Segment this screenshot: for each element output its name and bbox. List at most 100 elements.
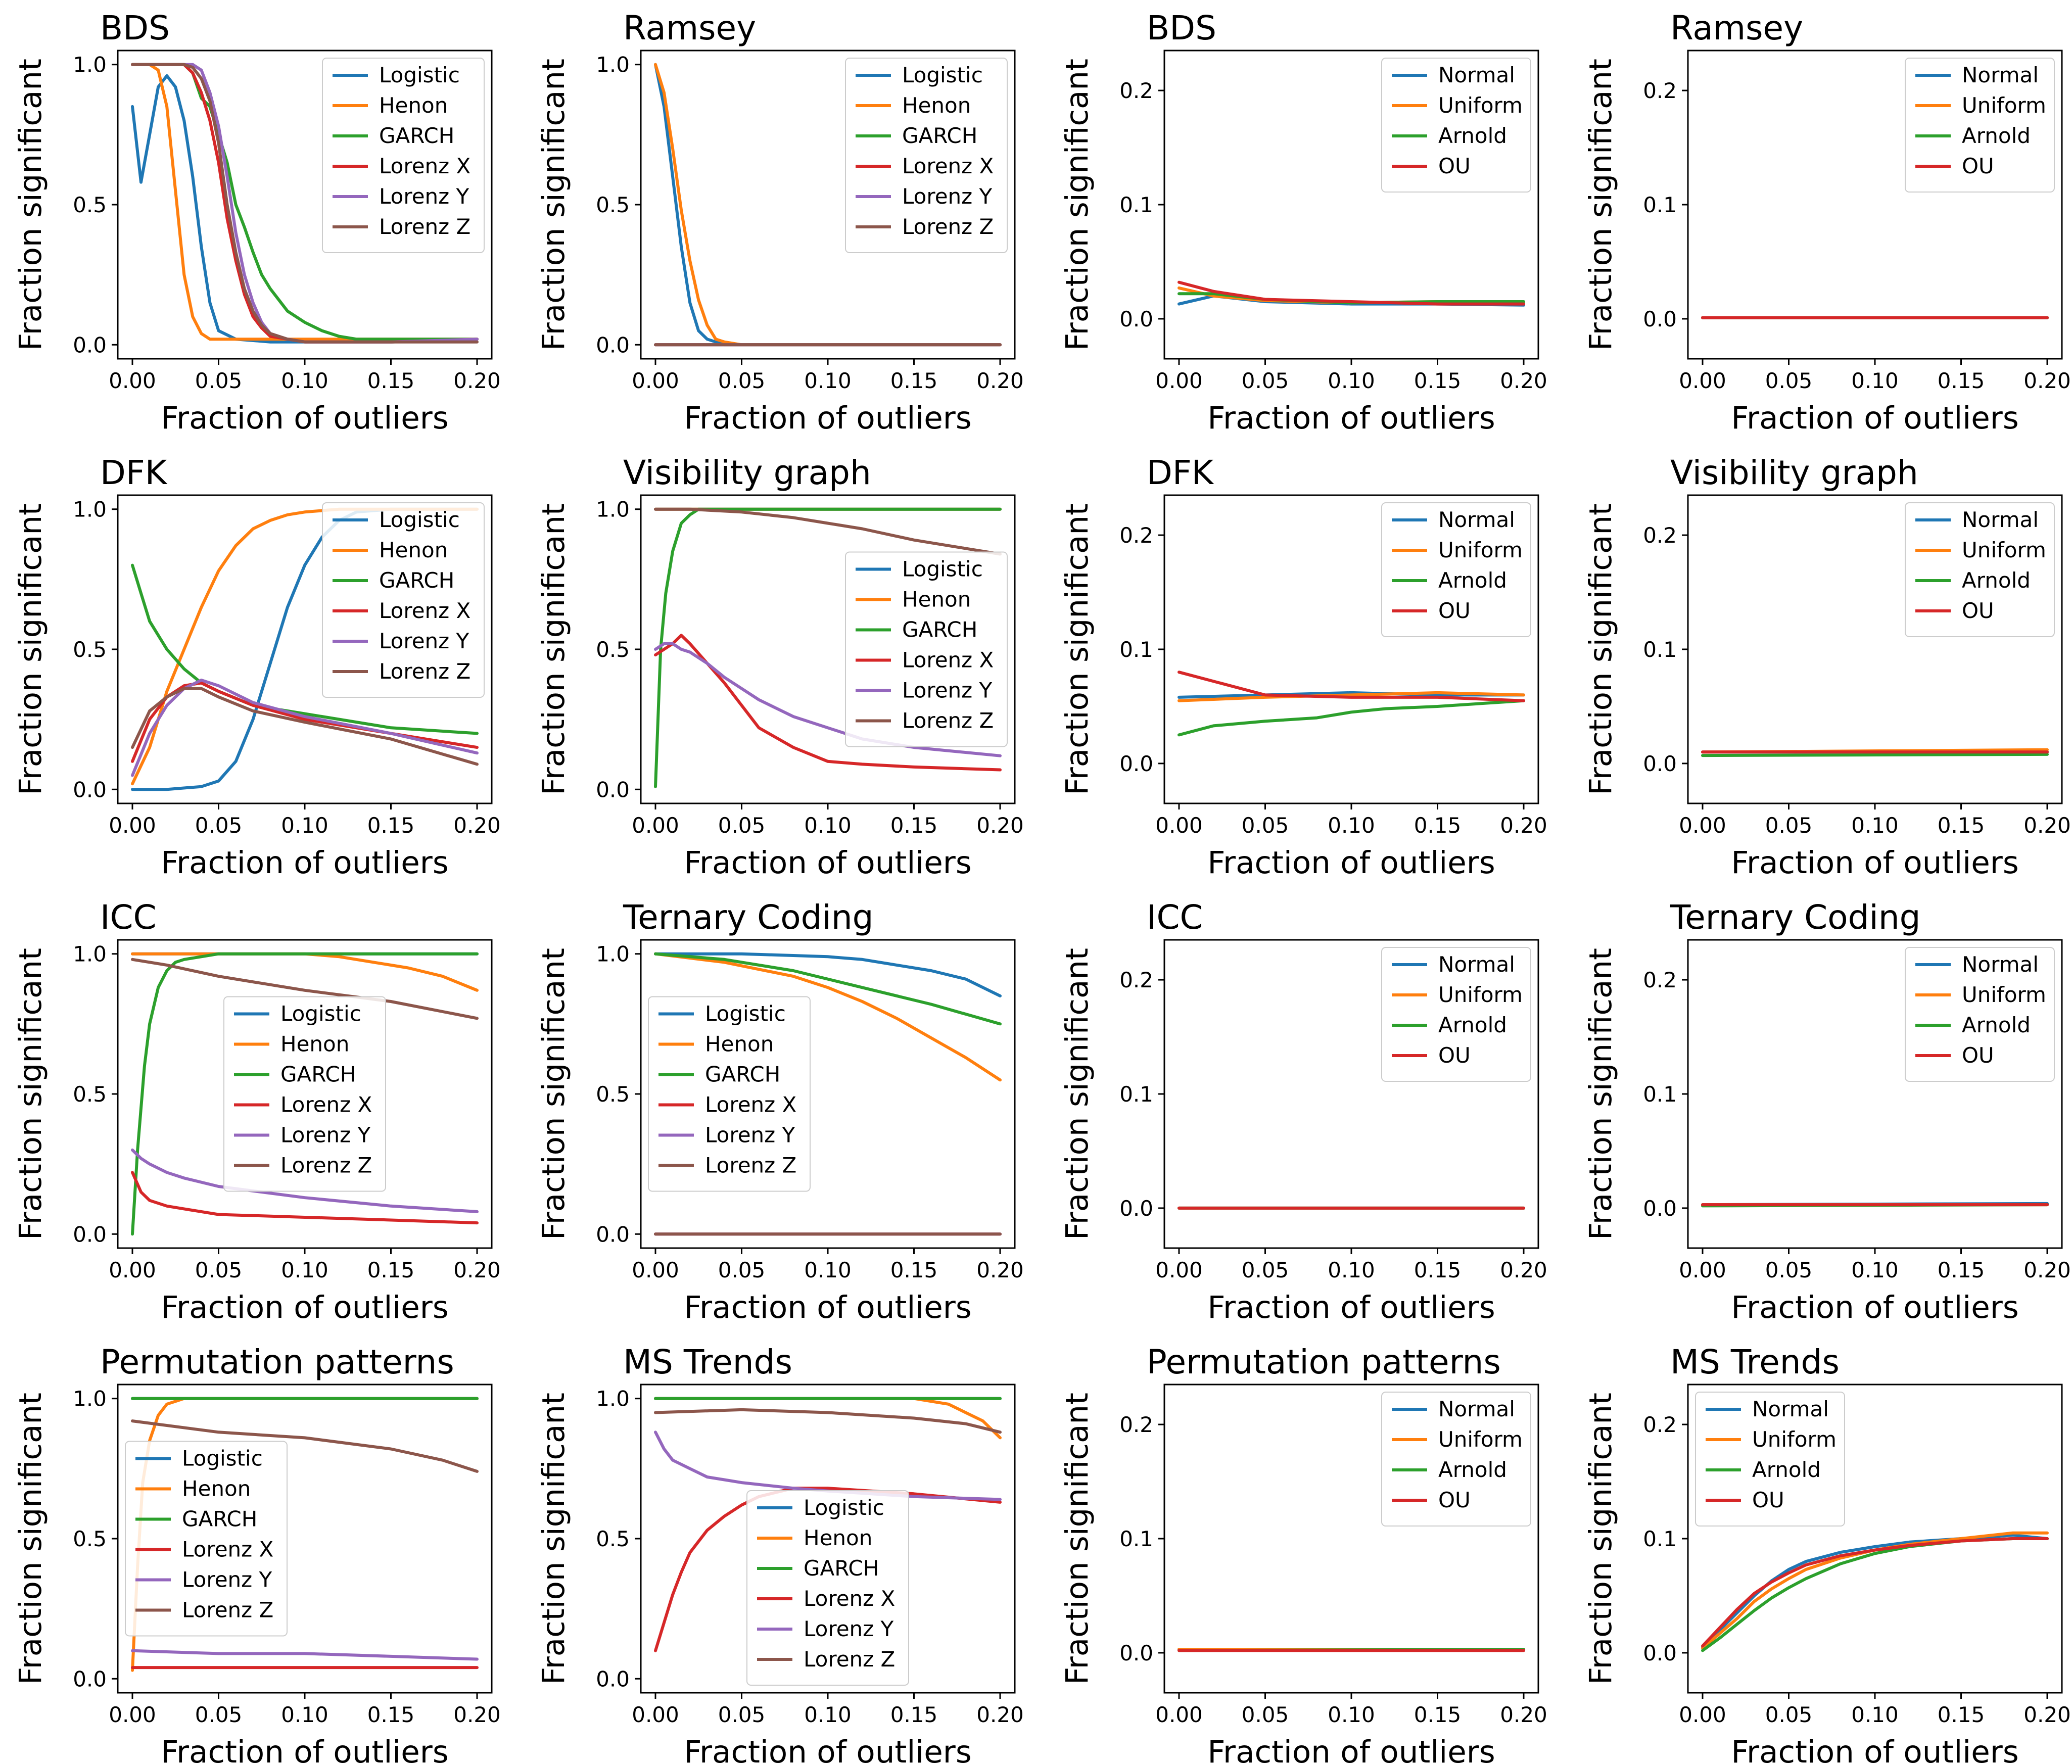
x-axis-label: Fraction of outliers xyxy=(684,845,971,881)
x-tick-label: 0.20 xyxy=(976,1258,1024,1282)
y-tick-label: 0.2 xyxy=(1643,968,1677,992)
legend-entry: Normal xyxy=(1438,63,1515,87)
chart-title: MS Trends xyxy=(623,1343,792,1381)
legend-entry: Uniform xyxy=(1438,982,1523,1007)
chart-title: ICC xyxy=(100,898,157,937)
x-tick-label: 0.05 xyxy=(1765,368,1813,393)
legend: Normal Uniform Arnold OU xyxy=(1381,58,1531,193)
x-tick-label: 0.20 xyxy=(2023,1258,2071,1282)
y-tick-label: 0.2 xyxy=(1643,523,1677,548)
y-axis-label: Fraction significant xyxy=(536,1393,572,1685)
y-axis-label: Fraction significant xyxy=(1059,948,1095,1240)
legend-entry: Uniform xyxy=(1962,538,2046,562)
y-axis-label: Fraction significant xyxy=(1583,59,1619,351)
y-tick-label: 1.0 xyxy=(73,1387,107,1411)
x-tick-label: 0.05 xyxy=(1242,1258,1289,1282)
legend: Normal Uniform Arnold OU xyxy=(1905,502,2055,637)
x-tick-label: 0.05 xyxy=(1765,813,1813,838)
legend-box xyxy=(1381,1392,1531,1527)
x-tick-label: 0.10 xyxy=(804,1702,852,1727)
x-tick-label: 0.00 xyxy=(1155,1702,1203,1727)
y-tick-label: 0.0 xyxy=(1119,1196,1153,1221)
series-line-lorenz-y xyxy=(131,1649,479,1661)
chart-panel-1: BDS 0.00 0.05 0.10 0.15 0.20 0.0 0.5 1.0 Fraction… xyxy=(13,9,501,436)
chart-title: MS Trends xyxy=(1670,1343,1840,1381)
legend: Logistic Henon GARCH Lorenz X Lorenz Y Lorenz… xyxy=(746,1490,909,1686)
y-tick-label: 0.1 xyxy=(1643,637,1677,662)
legend-entry: GARCH xyxy=(705,1062,780,1087)
x-tick-label: 0.00 xyxy=(109,813,156,838)
x-tick-label: 0.05 xyxy=(718,1702,766,1727)
series-line-lorenz-z xyxy=(131,1419,479,1473)
y-axis-label: Fraction significant xyxy=(1583,1393,1619,1685)
y-axis-label: Fraction significant xyxy=(1059,503,1095,795)
x-tick-label: 0.10 xyxy=(281,813,328,838)
legend-entry: Arnold xyxy=(1438,1013,1507,1037)
series-line-lorenz-y xyxy=(131,1148,479,1213)
chart-title: Ternary Coding xyxy=(1670,898,1921,937)
x-tick-label: 0.00 xyxy=(1679,1702,1726,1727)
series-line-uniform xyxy=(1701,1531,2049,1650)
legend: Logistic Henon GARCH Lorenz X Lorenz Y Lorenz… xyxy=(322,502,485,698)
legend-entry: OU xyxy=(1438,154,1471,178)
legend-entry: Normal xyxy=(1962,63,2039,87)
chart-title: Ternary Coding xyxy=(623,898,874,937)
legend-entry: GARCH xyxy=(280,1062,356,1087)
y-axis-label: Fraction significant xyxy=(13,948,49,1240)
legend-entry: Normal xyxy=(1752,1397,1829,1421)
series-line-lorenz-x xyxy=(654,1487,1002,1652)
x-tick-label: 0.00 xyxy=(632,368,679,393)
legend-entry: Logistic xyxy=(280,1002,361,1026)
x-tick-label: 0.15 xyxy=(890,368,938,393)
legend-entry: Arnold xyxy=(1752,1457,1821,1482)
legend-entry: Lorenz Y xyxy=(902,184,993,209)
legend-box xyxy=(1695,1392,1845,1527)
legend-entry: GARCH xyxy=(379,123,454,148)
chart-panel-2: Ramsey 0.00 0.05 0.10 0.15 0.20 0.0 0.5 1.0 Fract… xyxy=(536,9,1024,436)
series-line-garch xyxy=(131,952,479,1236)
legend-entry: GARCH xyxy=(804,1556,879,1581)
series-line-lorenz-x xyxy=(654,634,1002,772)
chart-panel-13: Permutation patterns 0.00 0.05 0.10 0.15 0.20… xyxy=(13,1343,501,1764)
legend-entry: Lorenz Z xyxy=(379,214,470,239)
y-axis-label: Fraction significant xyxy=(1583,948,1619,1240)
x-tick-label: 0.15 xyxy=(1414,1702,1462,1727)
x-tick-label: 0.00 xyxy=(1679,1258,1726,1282)
series-line-arnold xyxy=(1701,752,2049,757)
x-tick-label: 0.15 xyxy=(890,1258,938,1282)
x-tick-label: 0.10 xyxy=(281,1258,328,1282)
x-tick-label: 0.00 xyxy=(109,1258,156,1282)
legend: Logistic Henon GARCH Lorenz X Lorenz Y Lorenz… xyxy=(845,551,1008,747)
legend-entry: Henon xyxy=(804,1525,872,1550)
x-axis-label: Fraction of outliers xyxy=(161,845,448,881)
series-line-lorenz-x xyxy=(131,1171,479,1225)
legend-box xyxy=(1905,502,2055,637)
legend-entry: Lorenz X xyxy=(902,648,994,673)
x-tick-label: 0.15 xyxy=(367,1702,415,1727)
legend-entry: GARCH xyxy=(902,617,977,642)
x-tick-label: 0.20 xyxy=(2023,813,2071,838)
x-tick-label: 0.20 xyxy=(976,813,1024,838)
chart-title: Ramsey xyxy=(1670,9,1803,47)
y-tick-label: 1.0 xyxy=(73,497,107,522)
legend-entry: OU xyxy=(1438,1043,1471,1068)
legend: Logistic Henon GARCH Lorenz X Lorenz Y Lorenz… xyxy=(648,996,811,1192)
x-tick-label: 0.05 xyxy=(195,813,243,838)
y-tick-label: 0.5 xyxy=(73,193,107,217)
x-axis-label: Fraction of outliers xyxy=(1731,1734,2018,1764)
series-line-uniform xyxy=(1178,691,1525,702)
x-axis-label: Fraction of outliers xyxy=(1207,1734,1495,1764)
x-axis-label: Fraction of outliers xyxy=(1207,1290,1495,1325)
x-tick-label: 0.00 xyxy=(1155,1258,1203,1282)
y-tick-label: 0.2 xyxy=(1643,1412,1677,1437)
y-tick-label: 0.5 xyxy=(73,637,107,662)
chart-title: Permutation patterns xyxy=(1147,1343,1501,1381)
x-tick-label: 0.05 xyxy=(195,1702,243,1727)
x-tick-label: 0.20 xyxy=(453,1702,501,1727)
y-tick-label: 0.0 xyxy=(73,1222,107,1247)
legend-entry: Lorenz X xyxy=(379,154,470,178)
chart-title: DFK xyxy=(1147,453,1214,492)
legend-entry: Lorenz Z xyxy=(379,659,470,684)
legend-entry: Lorenz X xyxy=(902,154,994,178)
